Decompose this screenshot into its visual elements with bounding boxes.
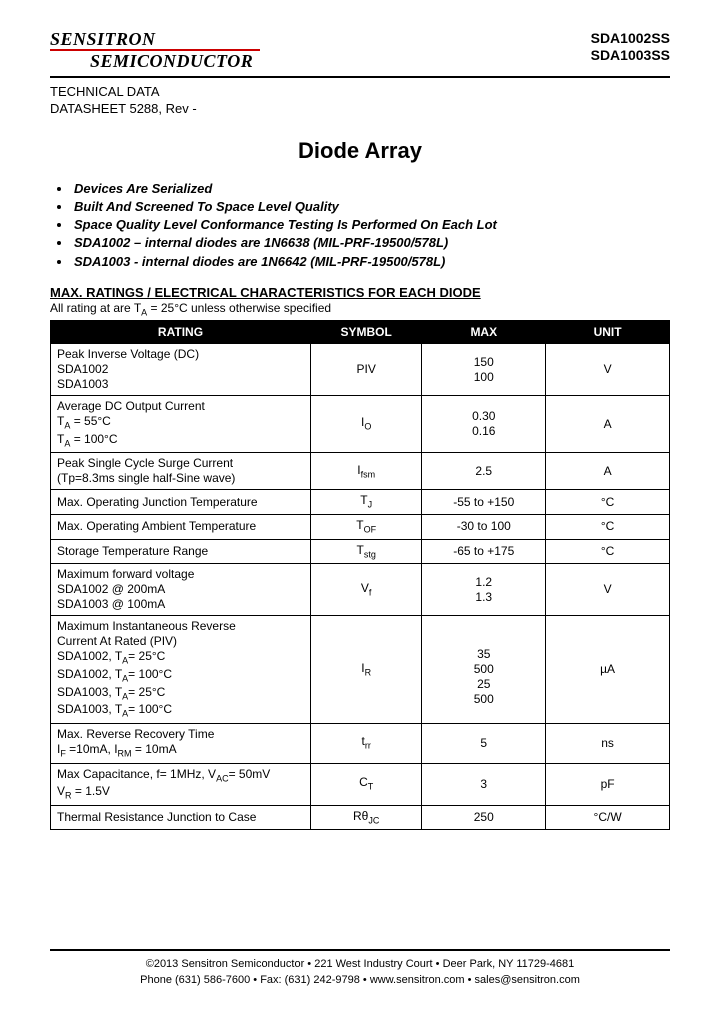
- symbol-cell: trr: [310, 723, 421, 763]
- table-row: Maximum forward voltageSDA1002 @ 200mASD…: [51, 564, 670, 616]
- unit-cell: pF: [546, 763, 670, 805]
- part-number-2: SDA1003SS: [591, 47, 670, 64]
- company-logo: SENSITRON SEMICONDUCTOR: [50, 30, 260, 70]
- page-title: Diode Array: [50, 138, 670, 164]
- part-number-block: SDA1002SS SDA1003SS: [591, 30, 670, 64]
- table-header-cell: RATING: [51, 321, 311, 344]
- unit-cell: A: [546, 453, 670, 490]
- unit-cell: µA: [546, 616, 670, 724]
- max-cell: -65 to +175: [422, 539, 546, 564]
- unit-cell: ns: [546, 723, 670, 763]
- rating-cell: Max. Operating Junction Temperature: [51, 490, 311, 515]
- feature-bullet: Devices Are Serialized: [72, 180, 670, 198]
- rating-cell: Peak Single Cycle Surge Current(Tp=8.3ms…: [51, 453, 311, 490]
- unit-cell: °C: [546, 490, 670, 515]
- max-cell: 3: [422, 763, 546, 805]
- tech-data-line1: TECHNICAL DATA: [50, 84, 670, 101]
- table-header-cell: UNIT: [546, 321, 670, 344]
- table-row: Thermal Resistance Junction to CaseRθJC2…: [51, 805, 670, 830]
- symbol-cell: TJ: [310, 490, 421, 515]
- unit-cell: A: [546, 396, 670, 453]
- max-cell: 0.300.16: [422, 396, 546, 453]
- max-cell: 3550025500: [422, 616, 546, 724]
- symbol-cell: Ifsm: [310, 453, 421, 490]
- symbol-cell: TOF: [310, 515, 421, 540]
- table-row: Maximum Instantaneous ReverseCurrent At …: [51, 616, 670, 724]
- feature-bullet: SDA1002 – internal diodes are 1N6638 (MI…: [72, 234, 670, 252]
- symbol-cell: IO: [310, 396, 421, 453]
- table-row: Max. Operating Junction TemperatureTJ-55…: [51, 490, 670, 515]
- table-header-row: RATINGSYMBOLMAXUNIT: [51, 321, 670, 344]
- table-header-cell: SYMBOL: [310, 321, 421, 344]
- logo-top-text: SENSITRON: [50, 30, 260, 48]
- table-row: Max. Operating Ambient TemperatureTOF-30…: [51, 515, 670, 540]
- max-cell: 150100: [422, 344, 546, 396]
- table-body: Peak Inverse Voltage (DC)SDA1002SDA1003P…: [51, 344, 670, 830]
- max-cell: -30 to 100: [422, 515, 546, 540]
- page-footer: ©2013 Sensitron Semiconductor • 221 West…: [50, 949, 670, 988]
- rating-cell: Peak Inverse Voltage (DC)SDA1002SDA1003: [51, 344, 311, 396]
- ratings-heading: MAX. RATINGS / ELECTRICAL CHARACTERISTIC…: [50, 285, 670, 300]
- table-row: Storage Temperature RangeTstg-65 to +175…: [51, 539, 670, 564]
- unit-cell: V: [546, 344, 670, 396]
- header: SENSITRON SEMICONDUCTOR SDA1002SS SDA100…: [50, 30, 670, 70]
- table-row: Max. Reverse Recovery TimeIF =10mA, IRM …: [51, 723, 670, 763]
- symbol-cell: Vf: [310, 564, 421, 616]
- unit-cell: V: [546, 564, 670, 616]
- symbol-cell: PIV: [310, 344, 421, 396]
- table-row: Peak Single Cycle Surge Current(Tp=8.3ms…: [51, 453, 670, 490]
- max-cell: -55 to +150: [422, 490, 546, 515]
- part-number-1: SDA1002SS: [591, 30, 670, 47]
- header-divider: [50, 76, 670, 78]
- ratings-table: RATINGSYMBOLMAXUNIT Peak Inverse Voltage…: [50, 320, 670, 830]
- rating-cell: Average DC Output CurrentTA = 55°CTA = 1…: [51, 396, 311, 453]
- unit-cell: °C: [546, 515, 670, 540]
- max-cell: 250: [422, 805, 546, 830]
- tech-data-line2: DATASHEET 5288, Rev -: [50, 101, 670, 118]
- feature-bullets: Devices Are SerializedBuilt And Screened…: [72, 180, 670, 271]
- logo-bottom-text: SEMICONDUCTOR: [50, 52, 260, 70]
- max-cell: 1.21.3: [422, 564, 546, 616]
- table-row: Max Capacitance, f= 1MHz, VAC= 50mVVR = …: [51, 763, 670, 805]
- symbol-cell: IR: [310, 616, 421, 724]
- rating-cell: Maximum forward voltageSDA1002 @ 200mASD…: [51, 564, 311, 616]
- table-row: Average DC Output CurrentTA = 55°CTA = 1…: [51, 396, 670, 453]
- feature-bullet: Built And Screened To Space Level Qualit…: [72, 198, 670, 216]
- feature-bullet: Space Quality Level Conformance Testing …: [72, 216, 670, 234]
- rating-cell: Maximum Instantaneous ReverseCurrent At …: [51, 616, 311, 724]
- rating-cell: Max. Operating Ambient Temperature: [51, 515, 311, 540]
- footer-line1: ©2013 Sensitron Semiconductor • 221 West…: [50, 957, 670, 972]
- rating-cell: Max Capacitance, f= 1MHz, VAC= 50mVVR = …: [51, 763, 311, 805]
- unit-cell: °C/W: [546, 805, 670, 830]
- ratings-subheading: All rating at are TA = 25°C unless other…: [50, 301, 670, 317]
- unit-cell: °C: [546, 539, 670, 564]
- symbol-cell: RθJC: [310, 805, 421, 830]
- footer-line2: Phone (631) 586-7600 • Fax: (631) 242-97…: [50, 973, 670, 988]
- max-cell: 2.5: [422, 453, 546, 490]
- symbol-cell: CT: [310, 763, 421, 805]
- symbol-cell: Tstg: [310, 539, 421, 564]
- table-row: Peak Inverse Voltage (DC)SDA1002SDA1003P…: [51, 344, 670, 396]
- rating-cell: Storage Temperature Range: [51, 539, 311, 564]
- footer-divider: [50, 949, 670, 951]
- max-cell: 5: [422, 723, 546, 763]
- rating-cell: Max. Reverse Recovery TimeIF =10mA, IRM …: [51, 723, 311, 763]
- rating-cell: Thermal Resistance Junction to Case: [51, 805, 311, 830]
- technical-data-block: TECHNICAL DATA DATASHEET 5288, Rev -: [50, 84, 670, 118]
- footer-text: ©2013 Sensitron Semiconductor • 221 West…: [50, 957, 670, 988]
- feature-bullet: SDA1003 - internal diodes are 1N6642 (MI…: [72, 253, 670, 271]
- table-header-cell: MAX: [422, 321, 546, 344]
